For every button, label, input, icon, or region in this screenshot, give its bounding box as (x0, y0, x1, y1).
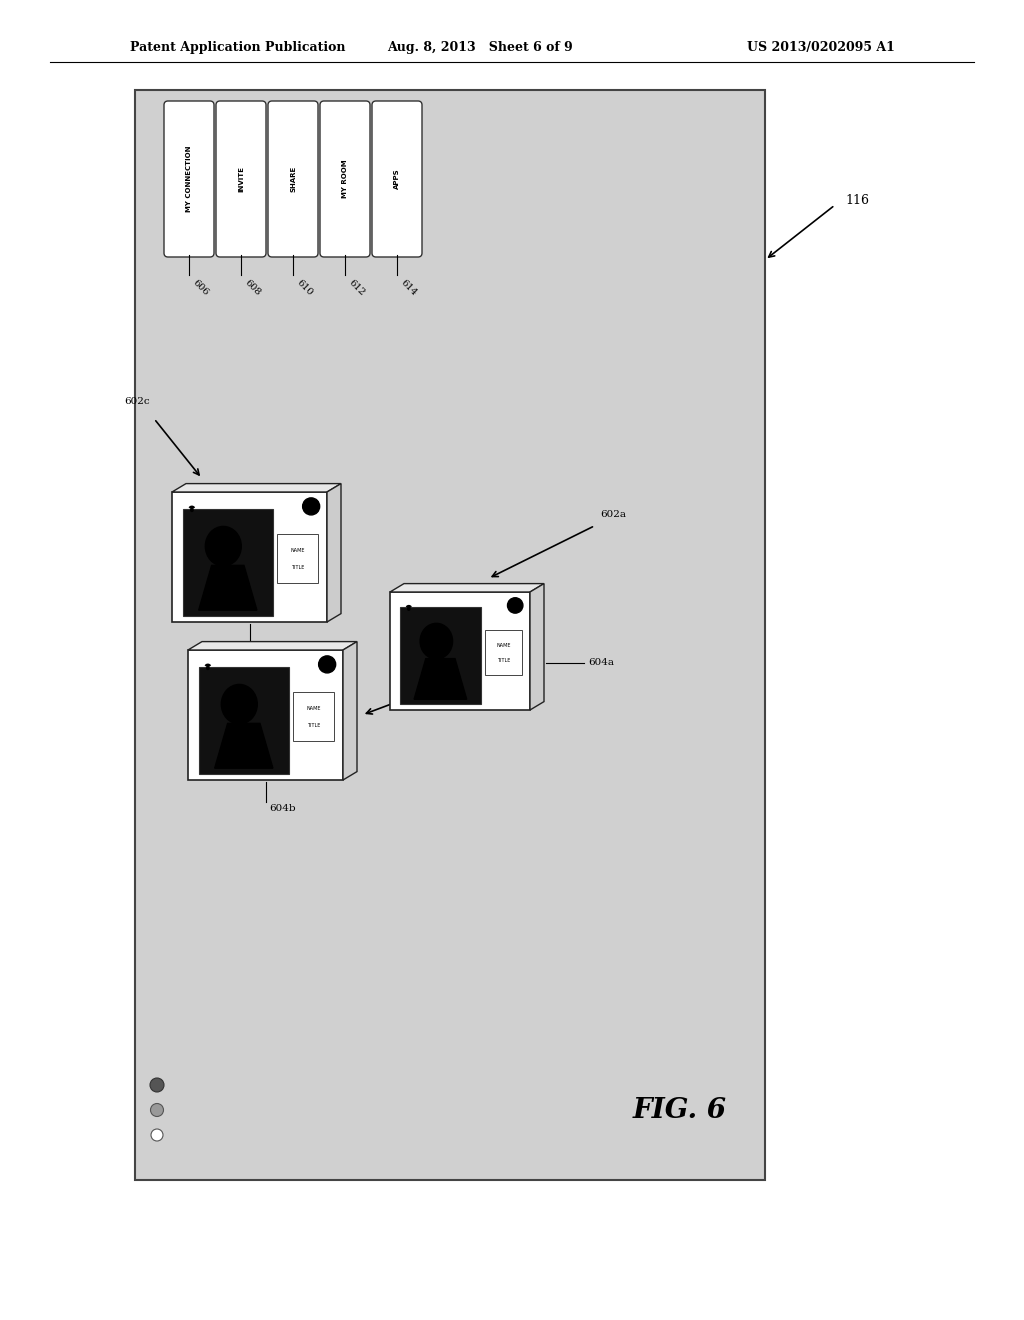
Text: NAME: NAME (290, 548, 305, 553)
Text: MY CONNECTION: MY CONNECTION (186, 145, 193, 213)
Text: 612: 612 (347, 279, 367, 297)
Bar (172, 492, 327, 622)
Text: FIG. 6: FIG. 6 (633, 1097, 727, 1123)
Polygon shape (188, 642, 357, 649)
Circle shape (190, 510, 194, 511)
Text: Aug. 8, 2013   Sheet 6 of 9: Aug. 8, 2013 Sheet 6 of 9 (387, 41, 572, 54)
Bar (233, 715, 245, 726)
Bar (278, 533, 317, 583)
Polygon shape (530, 583, 544, 710)
Polygon shape (172, 483, 341, 492)
Polygon shape (327, 483, 341, 622)
FancyBboxPatch shape (164, 102, 214, 257)
Circle shape (207, 667, 209, 669)
Text: 608: 608 (243, 279, 262, 297)
FancyBboxPatch shape (216, 102, 266, 257)
Bar (218, 558, 228, 569)
Ellipse shape (221, 685, 257, 723)
Text: NAME: NAME (497, 643, 511, 648)
Bar (294, 692, 334, 741)
Bar (431, 652, 441, 661)
Text: 604b: 604b (269, 804, 296, 813)
Polygon shape (199, 565, 257, 610)
Bar (485, 630, 521, 675)
Text: 614: 614 (399, 279, 419, 297)
Ellipse shape (420, 623, 453, 659)
Bar (183, 510, 272, 615)
Text: 604a: 604a (588, 659, 614, 668)
Bar (390, 591, 530, 710)
Text: MY ROOM: MY ROOM (342, 160, 348, 198)
Text: TITLE: TITLE (291, 565, 304, 570)
Text: TITLE: TITLE (497, 657, 510, 663)
Polygon shape (414, 659, 467, 700)
Text: 116: 116 (845, 194, 869, 206)
FancyBboxPatch shape (372, 102, 422, 257)
Circle shape (408, 609, 410, 610)
Text: 606: 606 (191, 279, 210, 297)
FancyBboxPatch shape (268, 102, 318, 257)
Circle shape (151, 1104, 164, 1117)
Text: 602c: 602c (124, 396, 150, 405)
FancyBboxPatch shape (319, 102, 370, 257)
Text: Patent Application Publication: Patent Application Publication (130, 41, 345, 54)
Bar (199, 667, 289, 774)
Text: NAME: NAME (306, 706, 321, 711)
Text: 602b: 602b (447, 671, 474, 680)
Text: SHARE: SHARE (290, 166, 296, 193)
Circle shape (150, 1078, 164, 1092)
Bar (188, 649, 343, 780)
Bar (135, 90, 765, 1180)
Polygon shape (343, 642, 357, 780)
Ellipse shape (206, 527, 242, 566)
Text: APPS: APPS (394, 169, 400, 189)
Text: 610: 610 (295, 279, 314, 297)
Text: TITLE: TITLE (307, 722, 321, 727)
Circle shape (303, 498, 319, 515)
Circle shape (508, 598, 523, 614)
Circle shape (318, 656, 336, 673)
Circle shape (151, 1129, 163, 1140)
Text: US 2013/0202095 A1: US 2013/0202095 A1 (748, 41, 895, 54)
Polygon shape (390, 583, 544, 591)
Text: 602a: 602a (600, 510, 626, 519)
Polygon shape (215, 723, 273, 768)
Bar (399, 607, 481, 704)
Text: 604c: 604c (254, 645, 280, 655)
Text: INVITE: INVITE (238, 166, 244, 191)
